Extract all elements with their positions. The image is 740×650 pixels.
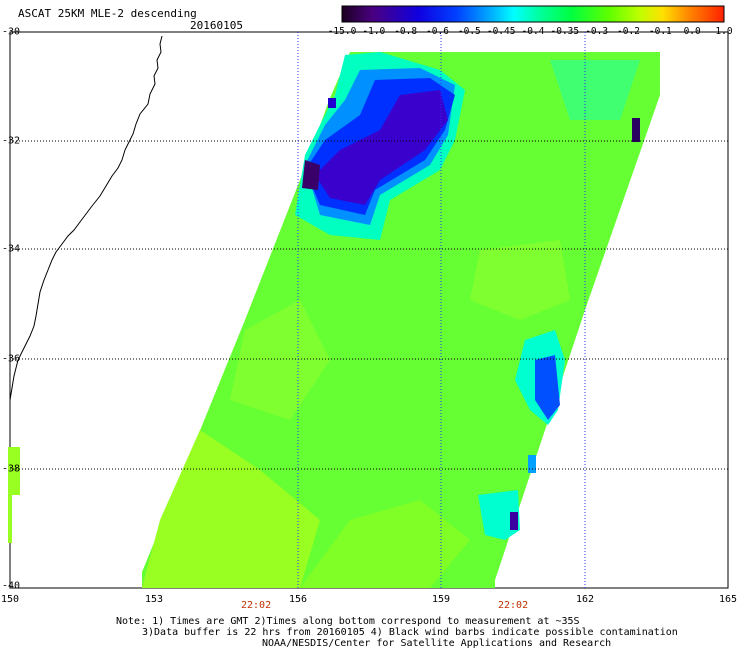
time-label-west: 22:02 [241,600,272,611]
colorbar-tick-label: -1.0 [362,26,386,37]
coastline [9,35,163,401]
time-label-east: 22:02 [498,600,529,611]
colorbar-tick-label: -0.3 [585,26,609,37]
swath-purple-edge [632,118,640,142]
swath-green-northeast [550,60,640,120]
latitude-label: -40 [2,580,21,592]
swath-layer [8,52,660,588]
swath-lightblue-southeast [528,455,536,473]
swath-yellowgreen-south [142,430,320,588]
colorbar [341,5,725,23]
map-title: ASCAT 25KM MLE-2 descending [18,7,197,20]
longitude-label: 162 [575,594,595,605]
swath-blue-pixel [328,98,336,108]
latitude-label: -36 [2,353,21,365]
swath-west-strip-lower [8,495,12,543]
colorbar-tick-label: -0.8 [394,26,418,37]
latitude-label: -32 [2,135,21,147]
longitude-label: 165 [718,594,738,605]
colorbar-tick-label: -0.4 [521,26,545,37]
swath-yellowgreen-west [230,300,330,420]
map-date: 20160105 [190,19,243,32]
colorbar-tick-label: -15.0 [327,26,357,37]
note-line-3: NOAA/NESDIS/Center for Satellite Applica… [262,638,612,649]
longitude-label: 156 [288,594,308,605]
swath-blue-east [535,355,560,420]
swath-darkpurple-patch [302,160,320,190]
colorbar-gradient [341,5,725,23]
colorbar-tick-label: -0.1 [648,26,672,37]
swath-indigo-north [315,90,448,205]
colorbar-tick-label: -0.6 [426,26,449,37]
colorbar-tick-label: -0.35 [550,26,580,37]
swath-base [142,52,660,588]
latitude-label: -34 [2,243,21,255]
latitude-label: -30 [2,26,21,38]
longitude-label: 159 [431,594,451,605]
colorbar-tick-label: -0.45 [486,26,516,37]
swath-west-strip [8,447,20,495]
colorbar-tick-label: 1.0 [715,26,733,37]
note-line-2: 3)Data buffer is 22 hrs from 20160105 4)… [142,627,678,638]
longitude-label: 150 [0,594,20,605]
colorbar-tick-label: 0.0 [683,26,701,37]
note-line-1: Note: 1) Times are GMT 2)Times along bot… [116,616,580,627]
swath-cyan-southeast [478,490,520,540]
longitude-label: 153 [144,594,164,605]
colorbar-tick-label: -0.5 [457,26,481,37]
colorbar-tick-label: -0.2 [617,26,640,37]
latitude-label: -38 [2,463,21,475]
swath-yellowgreen-east [470,240,570,320]
swath-yellowgreen-mid [300,500,470,588]
swath-indigo-southeast [510,512,518,530]
